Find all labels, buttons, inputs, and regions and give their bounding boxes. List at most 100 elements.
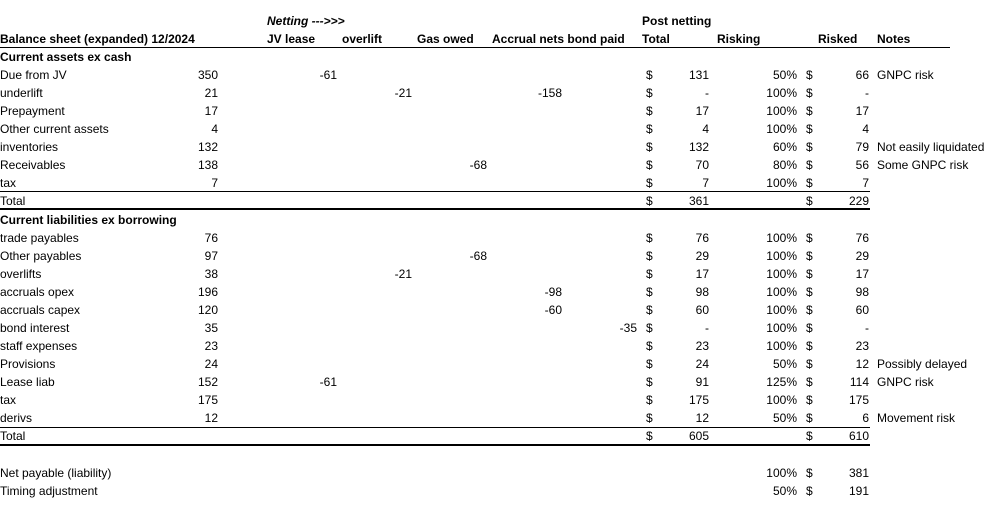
cell-rcur: $ [806,321,813,335]
cell-cur: $ [646,303,653,317]
cell-cur: $ [646,140,653,154]
cell-note: Some GNPC risk [877,158,969,172]
liabilities-total-divider [0,427,870,428]
cell-overlift: -21 [394,267,412,281]
cell-total: 60 [695,303,709,317]
cell-risked: 12 [855,357,869,371]
cell-rcur: $ [806,267,813,281]
cell-risked: 79 [855,140,869,154]
cell-note: GNPC risk [877,68,934,82]
cell-cur: $ [646,267,653,281]
cell-rcur: $ [806,393,813,407]
cell-accrual: -60 [544,303,562,317]
total-total: 605 [688,429,709,443]
cell-risked: 7 [862,176,869,190]
netting-label: Netting --->>> [267,14,345,28]
cell-accrual: -98 [544,285,562,299]
cell-cur: $ [646,285,653,299]
cell-rcur: $ [806,122,813,136]
col-header-risked: Risked [818,32,858,46]
cell-risked: 76 [855,231,869,245]
cell-total: 29 [695,249,709,263]
cell-value: 152 [197,375,218,389]
cell-risk: 100% [766,122,797,136]
cell-risk: 80% [772,158,797,172]
cell-label: underlift [0,86,43,100]
cell-label: Due from JV [0,68,67,82]
cell-value: 23 [204,339,218,353]
cell-total: 98 [695,285,709,299]
cell-cur: $ [646,393,653,407]
cell-cur: $ [646,357,653,371]
cell-jv: -61 [319,375,337,389]
cell-risk: 100% [766,86,797,100]
cell-label: overlifts [0,267,42,281]
cell-cur: $ [646,86,653,100]
cell-rcur: $ [806,285,813,299]
cell-rcur: $ [806,68,813,82]
cell-value: 97 [204,249,218,263]
col-header-notes: Notes [877,32,911,46]
assets-section-divider [0,208,870,210]
cell-risk: 60% [772,140,797,154]
cell-value: 35 [204,321,218,335]
cell-risk: 100% [766,303,797,317]
cell-risk: 100% [766,249,797,263]
cell-cur: $ [646,176,653,190]
total-label: Total [0,429,26,443]
cell-cur: $ [646,411,653,425]
cell-total: 76 [695,231,709,245]
total-risked: 229 [848,194,869,208]
cell-total: 24 [695,357,709,371]
cell-risked: 6 [862,411,869,425]
cell-total: 4 [702,122,709,136]
cell-label: trade payables [0,231,79,245]
total-cur: $ [646,194,653,208]
footer-label: Net payable (liability) [0,466,112,480]
cell-cur: $ [646,104,653,118]
cell-value: 196 [197,285,218,299]
cell-risked: 66 [855,68,869,82]
cell-total: 23 [695,339,709,353]
footer-rcur: $ [806,484,813,498]
cell-risked: 23 [855,339,869,353]
cell-overlift: -21 [394,86,412,100]
cell-risked: 29 [855,249,869,263]
cell-label: Receivables [0,158,66,172]
cell-jv: -61 [319,68,337,82]
cell-risked: 4 [862,122,869,136]
cell-label: derivs [0,411,33,425]
cell-label: staff expenses [0,339,78,353]
cell-risked: 17 [855,104,869,118]
total-rcur: $ [806,194,813,208]
cell-note: Not easily liquidated [877,140,985,154]
cell-note: GNPC risk [877,375,934,389]
cell-label: Lease liab [0,375,55,389]
cell-rcur: $ [806,249,813,263]
cell-risked: 60 [855,303,869,317]
cell-label: accruals opex [0,285,75,299]
cell-note: Possibly delayed [877,357,968,371]
cell-risk: 100% [766,285,797,299]
cell-value: 17 [204,104,218,118]
cell-risked: 98 [855,285,869,299]
cell-label: tax [0,176,17,190]
cell-cur: $ [646,375,653,389]
cell-label: Provisions [0,357,56,371]
cell-total: 17 [695,104,709,118]
col-header-gas-owed: Gas owed [417,32,474,46]
liabilities-section-title: Current liabilities ex borrowing [0,213,177,227]
cell-label: bond interest [0,321,70,335]
cell-risk: 100% [766,339,797,353]
cell-value: 350 [197,68,218,82]
cell-total: 7 [702,176,709,190]
cell-risk: 100% [766,231,797,245]
cell-risk: 100% [766,176,797,190]
cell-risked: 56 [855,158,869,172]
cell-value: 21 [204,86,218,100]
cell-value: 132 [197,140,218,154]
cell-value: 24 [204,357,218,371]
cell-rcur: $ [806,303,813,317]
liabilities-section-divider [0,444,870,446]
